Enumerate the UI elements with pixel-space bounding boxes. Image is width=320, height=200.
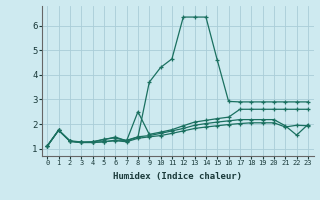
X-axis label: Humidex (Indice chaleur): Humidex (Indice chaleur) [113, 172, 242, 181]
